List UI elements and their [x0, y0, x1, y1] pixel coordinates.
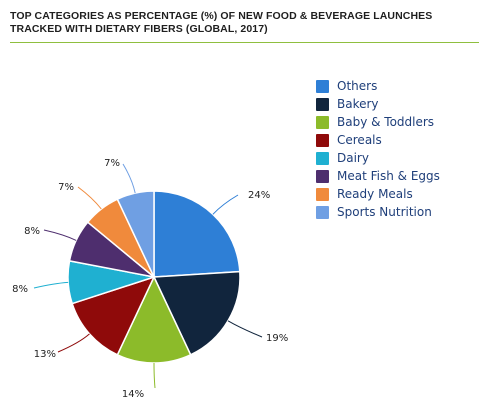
- data-label: 8%: [12, 284, 28, 295]
- legend-label: Meat Fish & Eggs: [337, 169, 440, 183]
- title-bar: TOP CATEGORIES AS PERCENTAGE (%) OF NEW …: [10, 10, 479, 43]
- pie-slice-sports-nutrition[interactable]: [116, 190, 155, 278]
- legend-swatch: [316, 151, 329, 165]
- legend-item[interactable]: Others: [316, 77, 440, 95]
- legend-item[interactable]: Meat Fish & Eggs: [316, 167, 440, 185]
- data-label: 24%: [248, 190, 270, 201]
- pie-slice-others[interactable]: [153, 190, 241, 278]
- legend-swatch: [316, 187, 329, 201]
- legend-item[interactable]: Sports Nutrition: [316, 203, 440, 221]
- data-label: 8%: [24, 226, 40, 237]
- data-label: 14%: [122, 389, 144, 400]
- legend-item[interactable]: Baby & Toddlers: [316, 113, 440, 131]
- data-label: 13%: [34, 349, 56, 360]
- leader-line: [153, 362, 156, 389]
- legend-swatch: [316, 79, 329, 93]
- chart-legend: Others Bakery Baby & Toddlers Cereals Dairy M…: [316, 77, 440, 221]
- legend-label: Sports Nutrition: [337, 205, 432, 219]
- leader-line: [77, 186, 102, 210]
- legend-label: Baby & Toddlers: [337, 115, 435, 129]
- legend-swatch: [316, 169, 329, 183]
- legend-swatch: [316, 97, 329, 111]
- legend-item[interactable]: Dairy: [316, 149, 440, 167]
- legend-swatch: [316, 205, 329, 219]
- data-label: 19%: [266, 333, 288, 344]
- leader-line: [33, 281, 69, 289]
- pie-slice-cereals[interactable]: [71, 275, 156, 356]
- legend-item[interactable]: Bakery: [316, 95, 440, 113]
- legend-swatch: [316, 133, 329, 147]
- legend-label: Dairy: [337, 151, 369, 165]
- leader-line: [212, 194, 239, 215]
- leader-line: [43, 229, 77, 241]
- legend-label: Ready Meals: [337, 187, 413, 201]
- legend-item[interactable]: Cereals: [316, 131, 440, 149]
- chart-title: TOP CATEGORIES AS PERCENTAGE (%) OF NEW …: [10, 10, 433, 35]
- leader-line: [227, 320, 263, 338]
- data-label: 7%: [104, 158, 120, 169]
- legend-swatch: [316, 115, 329, 129]
- legend-label: Others: [337, 79, 378, 93]
- legend-item[interactable]: Ready Meals: [316, 185, 440, 203]
- data-label: 7%: [58, 182, 74, 193]
- legend-label: Cereals: [337, 133, 382, 147]
- legend-label: Bakery: [337, 97, 379, 111]
- leader-line: [57, 333, 90, 353]
- leader-line: [122, 163, 136, 194]
